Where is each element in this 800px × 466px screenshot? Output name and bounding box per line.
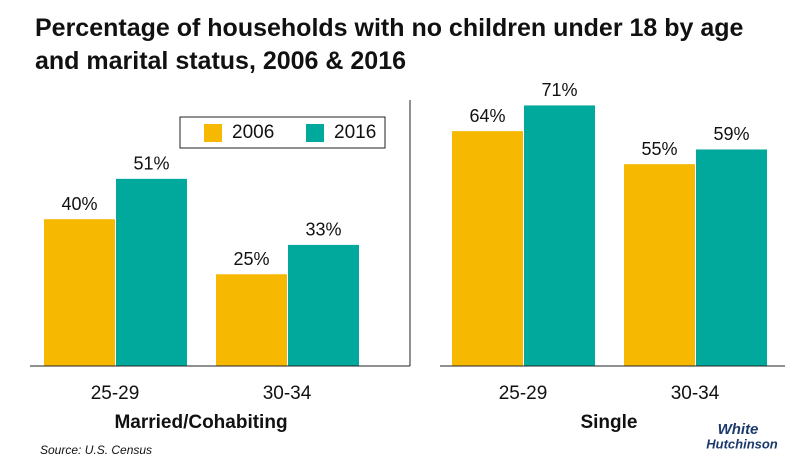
- value-label: 59%: [713, 124, 749, 144]
- bar: [216, 274, 287, 366]
- legend-label: 2016: [334, 122, 376, 143]
- logo: White: [718, 421, 759, 438]
- value-label: 64%: [469, 106, 505, 126]
- x-axis-label: Married/Cohabiting: [114, 412, 287, 433]
- x-tick-label: 30-34: [671, 383, 720, 404]
- bar: [452, 131, 523, 366]
- bar: [44, 219, 115, 366]
- value-label: 25%: [233, 249, 269, 269]
- legend-swatch: [204, 124, 222, 142]
- legend-label: 2006: [232, 122, 274, 143]
- x-axis-label: Single: [580, 412, 637, 433]
- source: Source: U.S. Census: [40, 443, 152, 457]
- value-label: 33%: [305, 220, 341, 240]
- x-tick-label: 30-34: [263, 383, 312, 404]
- bar: [116, 178, 187, 366]
- title: Percentage of households with no childre…: [35, 14, 744, 75]
- x-tick-label: 25-29: [91, 383, 140, 404]
- bar: [696, 149, 767, 366]
- logo: Hutchinson: [706, 436, 778, 451]
- value-label: 55%: [641, 139, 677, 159]
- bar: [288, 244, 359, 366]
- value-label: 71%: [541, 80, 577, 100]
- x-tick-label: 25-29: [499, 383, 548, 404]
- legend-swatch: [306, 124, 324, 142]
- bar: [624, 164, 695, 366]
- bar: [524, 105, 595, 367]
- value-label: 51%: [133, 154, 169, 174]
- value-label: 40%: [61, 194, 97, 214]
